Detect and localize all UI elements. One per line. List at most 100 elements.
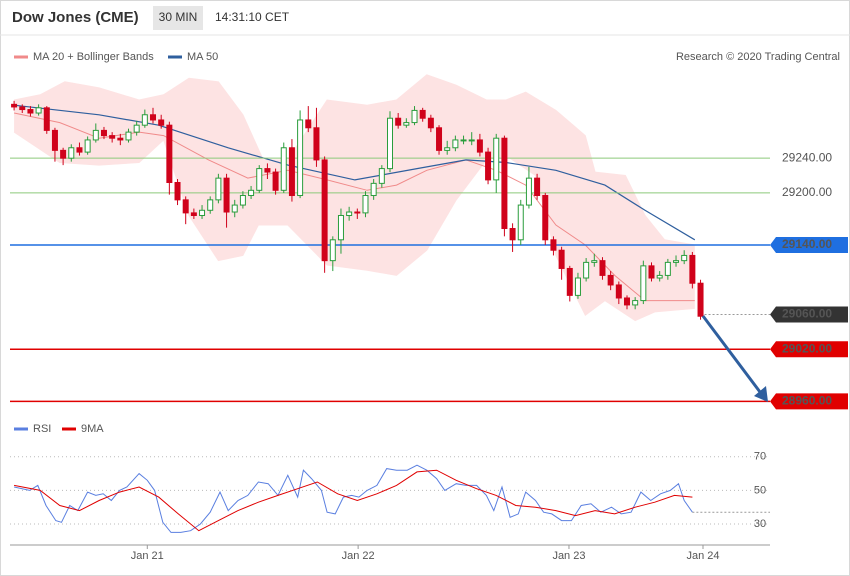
candle-body bbox=[199, 209, 206, 216]
candle-body bbox=[117, 137, 124, 141]
candle-body bbox=[387, 117, 393, 170]
candle-body bbox=[411, 109, 418, 124]
candle-body bbox=[583, 261, 590, 279]
candle-body bbox=[280, 147, 287, 191]
candle-body bbox=[632, 300, 639, 306]
level-label: 29240.00 bbox=[782, 150, 832, 164]
candle-body bbox=[68, 147, 75, 159]
candle-body bbox=[648, 265, 655, 279]
candle-body bbox=[452, 139, 459, 149]
candle-body bbox=[239, 195, 246, 206]
candle-body bbox=[534, 177, 541, 197]
candle-body bbox=[231, 204, 238, 213]
legend-label: 9MA bbox=[81, 423, 104, 435]
rsi-tick-label: 30 bbox=[754, 518, 766, 530]
rsi-line bbox=[14, 469, 693, 532]
candle-body bbox=[640, 265, 647, 302]
candle-body bbox=[125, 131, 132, 141]
candle-body bbox=[215, 177, 222, 201]
rsi-tick-label: 50 bbox=[754, 484, 766, 496]
candle-body bbox=[501, 137, 508, 230]
candle-body bbox=[166, 124, 173, 183]
candle-body bbox=[656, 274, 663, 279]
candle-body bbox=[509, 228, 516, 241]
candle-body bbox=[542, 195, 549, 241]
bollinger-upper bbox=[14, 74, 695, 246]
candle-body bbox=[403, 122, 410, 126]
candle-body bbox=[321, 159, 328, 262]
candle-body bbox=[150, 114, 157, 121]
candle-body bbox=[607, 274, 614, 286]
candle-body bbox=[35, 107, 42, 114]
candle-body bbox=[329, 239, 336, 262]
candle-body bbox=[19, 106, 26, 111]
legend-label: MA 20 + Bollinger Bands bbox=[33, 51, 154, 63]
candle-body bbox=[558, 249, 565, 269]
candle-body bbox=[493, 137, 500, 181]
candle-body bbox=[337, 214, 344, 241]
candle-body bbox=[697, 282, 704, 317]
candle-body bbox=[207, 199, 214, 211]
candle-body bbox=[174, 181, 181, 201]
candle-body bbox=[288, 147, 295, 197]
forecast-arrow bbox=[701, 315, 765, 397]
candle-body bbox=[681, 254, 688, 262]
clock: 14:31:10 CET bbox=[215, 10, 290, 24]
level-label: 29060.00 bbox=[782, 307, 832, 321]
candle-body bbox=[158, 119, 165, 126]
watermark: Research © 2020 Trading Central bbox=[676, 51, 840, 63]
candle-body bbox=[76, 147, 83, 153]
candle-body bbox=[444, 147, 451, 151]
candle-body bbox=[574, 277, 581, 296]
x-tick-label: Jan 24 bbox=[686, 550, 719, 562]
candle-body bbox=[395, 117, 402, 126]
candle-body bbox=[43, 107, 50, 131]
bollinger-fill bbox=[14, 74, 695, 321]
candle-body bbox=[182, 199, 189, 214]
rsi-tick-label: 70 bbox=[754, 451, 766, 463]
candle-body bbox=[419, 109, 426, 119]
candle-body bbox=[248, 189, 255, 197]
timeframe-box[interactable] bbox=[153, 6, 203, 30]
candle-body bbox=[92, 129, 99, 141]
rsi-line bbox=[13, 464, 693, 533]
candle-body bbox=[297, 119, 304, 197]
candle-body bbox=[272, 171, 279, 191]
level-box bbox=[770, 237, 848, 254]
candle-body bbox=[100, 129, 107, 137]
level-label: 29020.00 bbox=[782, 341, 832, 355]
candle-body bbox=[436, 127, 443, 151]
candle-body bbox=[11, 103, 18, 108]
candle-body bbox=[313, 127, 320, 161]
level-label: 29200.00 bbox=[782, 185, 832, 199]
candle-body bbox=[370, 182, 377, 197]
candle-body bbox=[346, 211, 353, 216]
level-label: 29140.00 bbox=[782, 237, 832, 251]
level-label: 28960.00 bbox=[782, 393, 832, 407]
candle-body bbox=[664, 261, 671, 276]
candle-body bbox=[109, 135, 116, 139]
candle-body bbox=[427, 117, 434, 129]
candle-body bbox=[305, 119, 312, 129]
bollinger-lower bbox=[13, 131, 695, 322]
candle-body bbox=[476, 139, 483, 153]
legend-label: MA 50 bbox=[187, 51, 218, 63]
candle-body bbox=[84, 139, 91, 153]
candle-body bbox=[60, 149, 67, 159]
candle-body bbox=[591, 260, 598, 263]
candle-body bbox=[689, 254, 696, 284]
level-box bbox=[770, 393, 848, 410]
x-tick-label: Jan 22 bbox=[342, 550, 375, 562]
candle-body bbox=[51, 129, 58, 151]
candle-body bbox=[354, 211, 361, 214]
candle-body bbox=[362, 195, 369, 214]
candle-body bbox=[27, 109, 34, 114]
x-tick-label: Jan 21 bbox=[131, 550, 164, 562]
timeframe[interactable]: 30 MIN bbox=[159, 10, 198, 24]
x-tick-label: Jan 23 bbox=[552, 550, 585, 562]
forecast-arrow-head bbox=[754, 386, 768, 402]
candle-body bbox=[141, 114, 148, 126]
candle-body bbox=[460, 139, 467, 142]
candle-body bbox=[468, 139, 475, 142]
